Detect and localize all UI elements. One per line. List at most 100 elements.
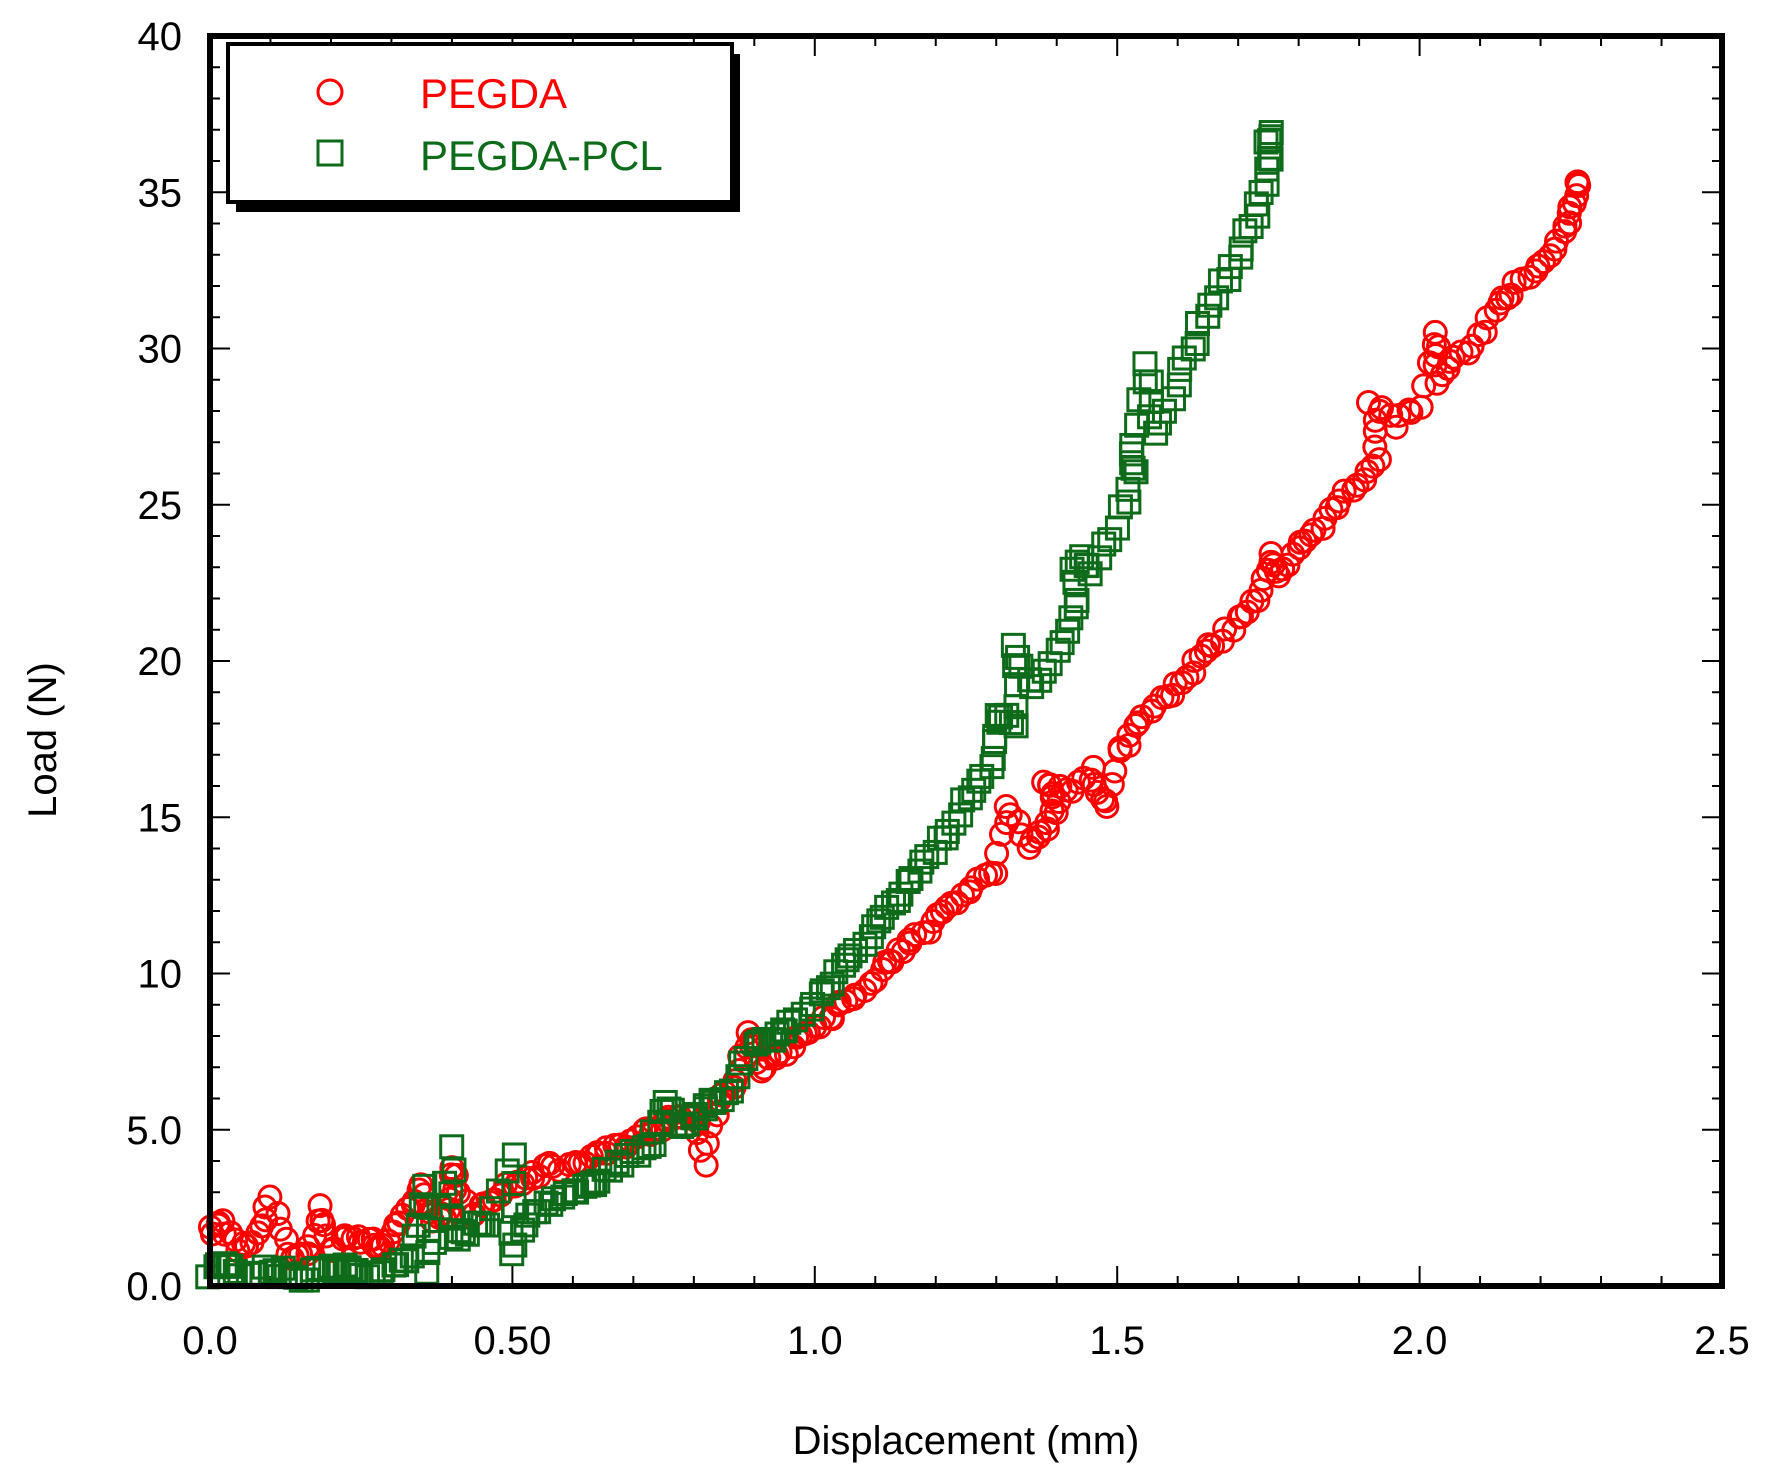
series-pegda [197, 169, 1592, 1271]
pegda-pcl-point [1064, 587, 1090, 613]
pegda-point [1181, 660, 1207, 686]
pegda-point [1383, 414, 1409, 440]
pegda-pcl-point [501, 1142, 527, 1168]
pegda-point [997, 802, 1023, 828]
pegda-point [984, 840, 1010, 866]
pegda-pcl-point [1045, 637, 1071, 663]
x-tick-label: 2.0 [1392, 1319, 1448, 1363]
pegda-pcl-point [1019, 674, 1045, 700]
legend: PEGDA PEGDA-PCL [226, 42, 740, 212]
pegda-point [1396, 397, 1422, 423]
pegda-pcl-point [1180, 336, 1206, 362]
pegda-pcl-point [1055, 618, 1081, 644]
pegda-pcl-point [1151, 398, 1177, 424]
pegda-point [1006, 809, 1032, 835]
pegda-pcl-point [441, 1157, 467, 1183]
pegda-pcl-point [499, 1241, 525, 1267]
pegda-pcl-point [834, 947, 860, 973]
pegda-point [1093, 788, 1119, 814]
pegda-pcl-point [1003, 713, 1029, 739]
pegda-pcl-point [1116, 489, 1142, 515]
pegda-point [1411, 373, 1437, 399]
y-tick-label: 25 [138, 484, 183, 528]
pegda-point [1564, 169, 1590, 195]
pegda-pcl-point [776, 1009, 802, 1035]
pegda-point [307, 1193, 333, 1219]
pegda-pcl-point [692, 1093, 718, 1119]
pegda-pcl-point [1123, 459, 1149, 485]
pegda-point [1099, 772, 1125, 798]
pegda-pcl-point [399, 1243, 425, 1269]
pegda-point [1494, 285, 1520, 311]
pegda-point [265, 1201, 291, 1227]
x-axis-title: Displacement (mm) [793, 1419, 1140, 1463]
y-tick-label: 35 [138, 171, 183, 215]
pegda-pcl-point [1074, 552, 1100, 578]
pegda-pcl-point [318, 1253, 344, 1279]
pegda-pcl-point [1091, 531, 1117, 557]
pegda-pcl-point [986, 709, 1012, 735]
plot-frame [207, 33, 1725, 1289]
pegda-pcl-point [934, 818, 960, 844]
pegda-point [1366, 447, 1392, 473]
pegda-point [311, 1212, 337, 1238]
y-axis-title: Load (N) [21, 662, 65, 818]
pegda-pcl-point [852, 931, 878, 957]
pegda-pcl-point [438, 1181, 464, 1207]
pegda-point [1429, 362, 1455, 388]
legend-marker-pegda-pcl [316, 139, 344, 167]
pegda-point [687, 1137, 713, 1163]
pegda-point [1331, 478, 1357, 504]
pegda-point [1362, 434, 1388, 460]
pegda-pcl-point [728, 1050, 754, 1076]
pegda-pcl-point [861, 914, 887, 940]
x-tick-label: 0.50 [473, 1319, 551, 1363]
pegda-point [1298, 522, 1324, 548]
pegda-pcl-point [412, 1173, 438, 1199]
pegda-pcl-point [408, 1192, 434, 1218]
pegda-pcl-point [1119, 433, 1145, 459]
pegda-pcl-point [1184, 330, 1210, 356]
pegda-pcl-point [1258, 124, 1284, 150]
pegda-pcl-point [866, 908, 892, 934]
pegda-pcl-point [1107, 494, 1133, 520]
legend-marker-pegda [316, 78, 344, 106]
y-axis-tick-labels: 0.0 5.0 10 15 20 25 30 35 40 [126, 15, 182, 1309]
pegda-pcl-point [709, 1087, 735, 1113]
legend-label-pegda: PEGDA [420, 70, 567, 117]
pegda-pcl-point [421, 1229, 447, 1255]
y-tick-label: 20 [138, 640, 183, 684]
y-tick-label: 15 [138, 796, 183, 840]
pegda-pcl-point [582, 1172, 608, 1198]
pegda-point [249, 1213, 275, 1239]
y-tick-label: 10 [138, 953, 183, 997]
series-pegda-pcl [195, 120, 1284, 1293]
pegda-pcl-point [914, 844, 940, 870]
pegda-pcl-point [1232, 218, 1258, 244]
pegda-point [983, 861, 1009, 887]
pegda-point [1043, 800, 1069, 826]
pegda-point [1212, 616, 1238, 642]
x-tick-label: 2.5 [1694, 1319, 1750, 1363]
y-tick-label: 30 [138, 328, 183, 372]
pegda-pcl-point [998, 710, 1024, 736]
pegda-pcl-point [881, 890, 907, 916]
x-tick-label: 1.0 [787, 1319, 843, 1363]
pegda-point [902, 922, 928, 948]
pegda-point [1221, 617, 1247, 643]
pegda-pcl-point [718, 1078, 744, 1104]
pegda-pcl-point [907, 858, 933, 884]
pegda-pcl-point [1171, 345, 1197, 371]
pegda-pcl-point [1069, 544, 1095, 570]
pegda-point [1065, 769, 1091, 795]
pegda-pcl-point [1031, 658, 1057, 684]
pegda-pcl-point [1132, 351, 1158, 377]
pegda-point [1564, 183, 1590, 209]
pegda-pcl-point [1166, 372, 1192, 398]
pegda-pcl-point [494, 1158, 520, 1184]
pegda-pcl-point [485, 1178, 511, 1204]
data-series [195, 120, 1592, 1293]
pegda-pcl-point [961, 777, 987, 803]
